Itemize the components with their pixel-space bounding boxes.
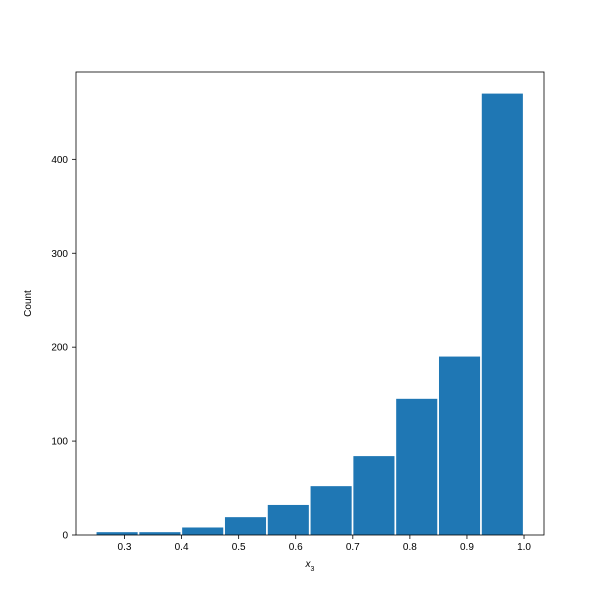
bar	[268, 505, 309, 535]
y-tick-label: 200	[51, 343, 68, 354]
x-tick-label: 0.8	[403, 542, 417, 553]
y-tick-label: 300	[51, 249, 68, 260]
bar	[396, 399, 437, 535]
bar	[225, 517, 266, 535]
x-tick-label: 0.9	[460, 542, 474, 553]
x-tick-label: 0.4	[175, 542, 189, 553]
y-tick-label: 100	[51, 437, 68, 448]
histogram-chart: 0.30.40.50.60.70.80.91.00100200300400x3C…	[0, 0, 604, 608]
x-tick-label: 1.0	[517, 542, 531, 553]
y-axis-label: Count	[23, 290, 34, 317]
bar	[439, 357, 480, 535]
x-tick-label: 0.3	[118, 542, 132, 553]
bar	[353, 456, 394, 535]
x-tick-label: 0.5	[232, 542, 246, 553]
y-tick-label: 0	[62, 531, 68, 542]
bar	[139, 532, 180, 535]
x-tick-label: 0.7	[346, 542, 360, 553]
bar	[97, 532, 138, 535]
x-tick-label: 0.6	[289, 542, 303, 553]
bar	[482, 94, 523, 535]
chart-svg: 0.30.40.50.60.70.80.91.00100200300400x3C…	[0, 0, 604, 608]
bar	[311, 486, 352, 535]
bar	[182, 527, 223, 535]
y-tick-label: 400	[51, 155, 68, 166]
